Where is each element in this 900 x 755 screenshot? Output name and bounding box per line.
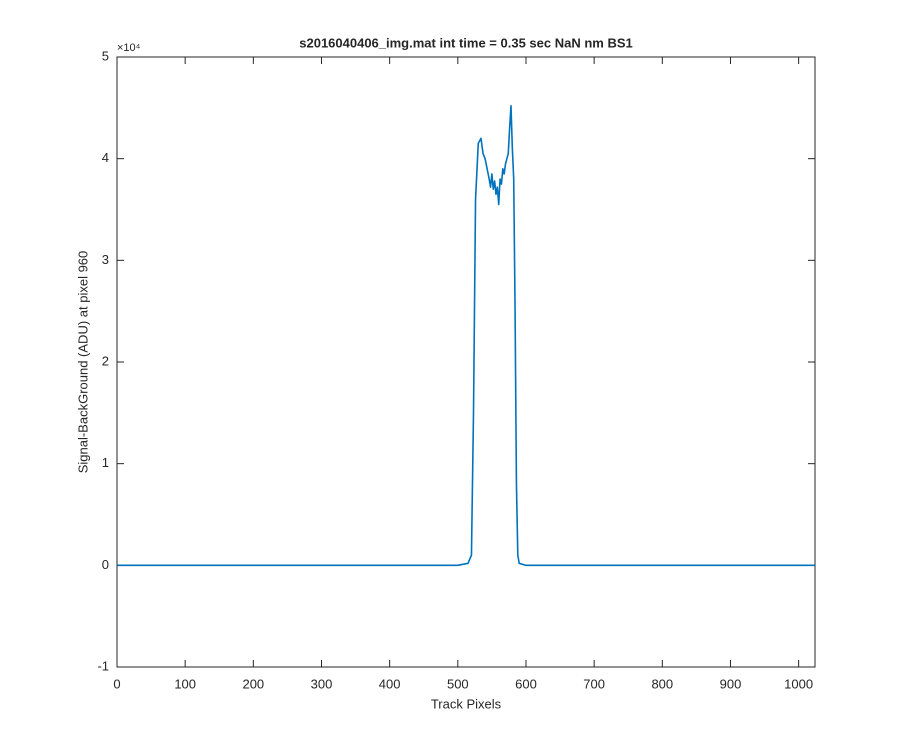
x-tick-label: 400	[379, 676, 401, 691]
x-tick-label: 1000	[784, 676, 813, 691]
x-tick-label: 300	[311, 676, 333, 691]
x-tick-label: 0	[113, 676, 120, 691]
y-tick-label: 1	[102, 455, 109, 470]
x-tick-label: 200	[242, 676, 264, 691]
y-tick-label: 2	[102, 353, 109, 368]
x-tick-label: 700	[583, 676, 605, 691]
x-tick-label: 800	[651, 676, 673, 691]
x-tick-label: 900	[720, 676, 742, 691]
x-tick-label: 100	[174, 676, 196, 691]
chart-title: s2016040406_img.mat int time = 0.35 sec …	[299, 35, 633, 50]
y-tick-label: 4	[102, 150, 109, 165]
axes-box	[116, 56, 816, 668]
x-tick-label: 500	[447, 676, 469, 691]
x-tick-label: 600	[515, 676, 537, 691]
y-tick-label: 5	[102, 48, 109, 63]
data-line	[117, 105, 815, 567]
y-multiplier: ×10⁴	[117, 42, 141, 54]
y-tick-label: 0	[102, 557, 109, 572]
x-axis-label: Track Pixels	[431, 696, 502, 711]
y-tick-label: 3	[102, 252, 109, 267]
y-tick-label: -1	[97, 658, 109, 673]
y-axis-label: Signal-BackGround (ADU) at pixel 960	[75, 251, 90, 474]
